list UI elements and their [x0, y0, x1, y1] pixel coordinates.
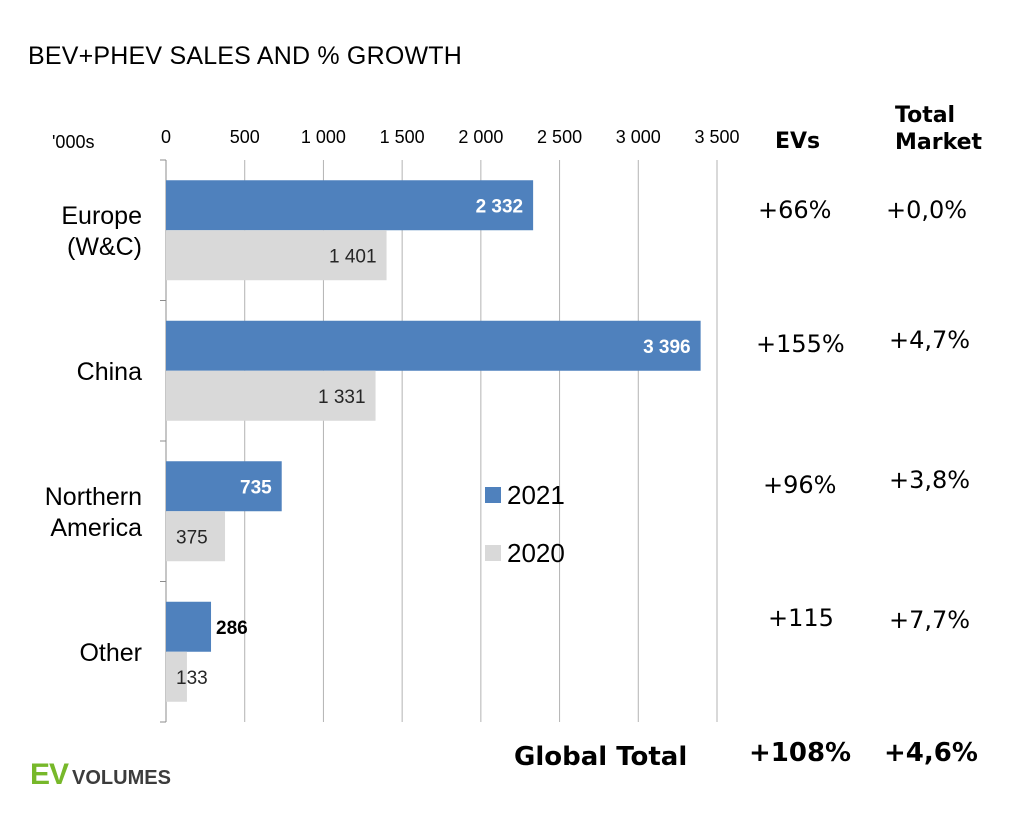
category-label-line-other-0: Other [79, 639, 142, 667]
category-label-line-northern-america-0: Northern [45, 483, 142, 511]
data-label-2020-northern-america: 375 [176, 527, 208, 548]
category-label-line-europe-w-c-1: (W&C) [67, 233, 142, 261]
category-label-northern-america: Northern America [45, 483, 142, 542]
x-tick-label-2500: 2 500 [537, 127, 582, 147]
ev-volumes-logo: EV VOLUMES [30, 758, 171, 792]
x-tick-label-0: 0 [161, 127, 171, 147]
units-label: '000s [52, 132, 94, 152]
bar-2021-china [166, 320, 701, 371]
other-total-market-growth: +7,7% [889, 606, 971, 634]
china-evs-growth: +155% [756, 330, 845, 358]
legend-label-2020: 2020 [507, 538, 565, 568]
data-label-2020-europe-w-c: 1 401 [329, 246, 377, 267]
chart-title: BEV+PHEV SALES AND % GROWTH [28, 42, 462, 70]
bar-2020-other [166, 651, 187, 702]
logo-volumes-text: VOLUMES [72, 767, 171, 789]
x-tick-label-500: 500 [230, 127, 260, 147]
x-tick-label-3000: 3 000 [616, 127, 661, 147]
europe-evs-growth: +66% [758, 196, 832, 224]
category-label-line-northern-america-1: America [50, 514, 142, 542]
evs-column-header: EVs [775, 129, 821, 154]
x-tick-label-1000: 1 000 [301, 127, 346, 147]
total-market-column-header: Total Market [895, 102, 982, 156]
data-label-2021-europe-w-c: 2 332 [476, 196, 524, 217]
data-label-2021-other: 286 [216, 618, 248, 639]
data-label-2021-china: 3 396 [643, 337, 691, 358]
category-label-other: Other [79, 639, 142, 667]
china-total-market-growth: +4,7% [889, 326, 971, 354]
legend-swatch-2020 [485, 545, 501, 561]
legend-label-2021: 2021 [507, 480, 565, 510]
global-total-label: Global Total [514, 742, 688, 772]
category-label-europe-w-c: Europe (W&C) [61, 202, 142, 261]
other-evs-growth: +115 [768, 604, 834, 632]
x-tick-label-1500: 1 500 [380, 127, 425, 147]
europe-total-market-growth: +0,0% [886, 196, 968, 224]
data-label-2020-other: 133 [176, 668, 208, 689]
bar-2021-europe-w-c [166, 180, 534, 231]
legend-swatch-2021 [485, 487, 501, 503]
bar-2021-northern-america [166, 461, 282, 512]
category-label-line-china-0: China [77, 358, 142, 386]
bar-2020-northern-america [166, 511, 226, 562]
total-market-header-line2: Market [895, 130, 983, 155]
data-label-2021-northern-america: 735 [240, 477, 272, 498]
bar-2020-europe-w-c [166, 230, 387, 281]
northern-america-total-market-growth: +3,8% [889, 466, 971, 494]
x-tick-label-3500: 3 500 [694, 127, 739, 147]
northern-america-evs-growth: +96% [763, 471, 837, 499]
x-tick-label-2000: 2 000 [458, 127, 503, 147]
bar-2021-other [166, 601, 212, 652]
global-total-evs: +108% [749, 738, 852, 768]
total-market-header-line1: Total [895, 103, 956, 128]
category-label-line-europe-w-c-0: Europe [61, 202, 142, 230]
bar-2020-china [166, 370, 376, 421]
logo-ev-text: EV [30, 758, 69, 791]
global-total-market: +4,6% [884, 738, 978, 768]
data-label-2020-china: 1 331 [318, 387, 366, 408]
category-label-china: China [77, 358, 142, 386]
